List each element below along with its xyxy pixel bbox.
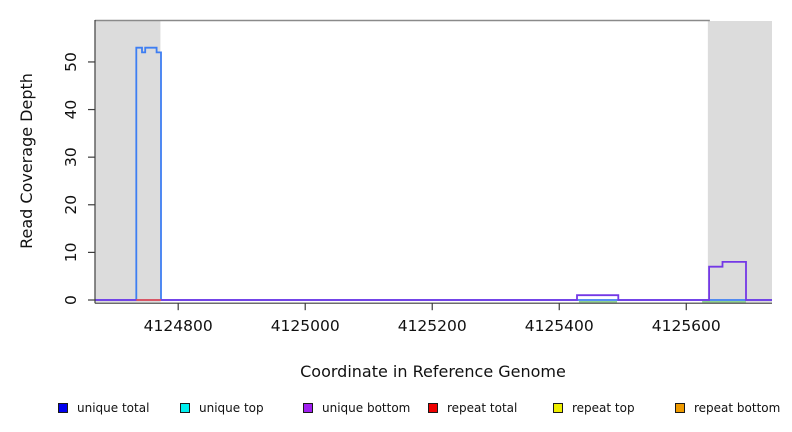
- legend-item-unique-bottom: unique bottom: [303, 399, 410, 417]
- x-tick-label: 4125400: [525, 317, 594, 335]
- series-unique-total: [95, 46, 772, 301]
- series-unique-bottom: [95, 260, 772, 301]
- legend-label: unique total: [77, 401, 150, 415]
- legend-label: repeat top: [572, 401, 635, 415]
- legend-label: unique top: [199, 401, 264, 415]
- legend-swatch-icon: [303, 403, 313, 413]
- x-tick-label: 4125000: [271, 317, 340, 335]
- legend-item-repeat-top: repeat top: [553, 399, 635, 417]
- legend-swatch-icon: [180, 403, 190, 413]
- legend-item-repeat-total: repeat total: [428, 399, 517, 417]
- chart-svg: 0 10 20 30 40 50 4124800 4125000 4125200 4125400 4…: [17, 19, 772, 381]
- legend-swatch-icon: [428, 403, 438, 413]
- legend-item-repeat-bottom: repeat bottom: [675, 399, 780, 417]
- x-tick-label: 4125600: [652, 317, 721, 335]
- legend-swatch-icon: [58, 403, 68, 413]
- legend-item-unique-top: unique top: [180, 399, 264, 417]
- legend-swatch-icon: [675, 403, 685, 413]
- x-axis-title: Coordinate in Reference Genome: [300, 362, 566, 381]
- masked-region-right: [707, 21, 772, 303]
- x-tick-label: 4124800: [144, 317, 213, 335]
- y-tick-label: 20: [62, 195, 80, 215]
- legend-label: repeat bottom: [694, 401, 781, 415]
- y-tick-label: 10: [62, 243, 80, 263]
- legend-item-unique-total: unique total: [58, 399, 149, 417]
- legend-label: unique bottom: [322, 401, 411, 415]
- legend-swatch-icon: [553, 403, 563, 413]
- legend: unique total unique top unique bottom repea…: [0, 399, 792, 419]
- y-axis-title: Read Coverage Depth: [17, 73, 36, 249]
- y-tick-label: 30: [62, 147, 80, 167]
- y-tick-label: 40: [62, 100, 80, 120]
- x-tick-label: 4125200: [398, 317, 467, 335]
- y-tick-label: 0: [62, 295, 80, 305]
- y-tick-label: 50: [62, 52, 80, 72]
- legend-label: repeat total: [447, 401, 518, 415]
- masked-region-left: [95, 21, 161, 303]
